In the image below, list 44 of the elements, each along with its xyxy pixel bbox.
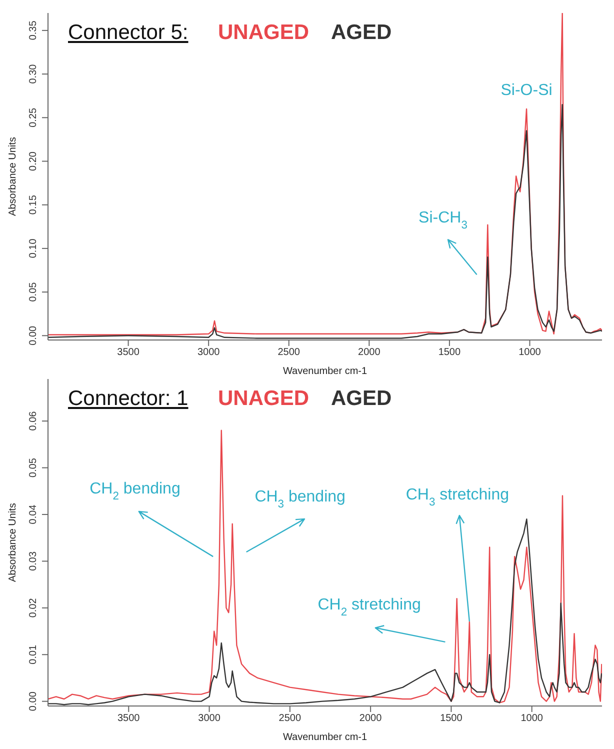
y-tick-label: 0.35: [28, 20, 39, 40]
text: AGED: [331, 21, 392, 45]
line-series: [48, 430, 602, 704]
x-tick-label: 3500: [118, 713, 140, 724]
y-tick-label: 0.10: [28, 238, 39, 258]
chart-title: Connector: 1: [68, 387, 188, 411]
y-tick-label: 0.00: [28, 325, 39, 346]
y-tick-label: 0.20: [28, 151, 39, 171]
x-tick-label: 1000: [520, 713, 544, 724]
annotation: Si-CH$_{3}$: [418, 209, 468, 232]
x-tick-label: 3000: [197, 347, 220, 358]
x-tick-label: 2000: [359, 713, 382, 724]
x-tick-label: 3000: [198, 713, 221, 724]
y-tick-label: 0.04: [28, 504, 39, 524]
x-axis-title: Wavenumber cm-1: [282, 732, 368, 743]
x-tick-label: 1000: [518, 347, 542, 358]
annotation: CH$_{3}$ stretching: [406, 486, 510, 508]
y-axis-title: Absorbance Units: [8, 137, 19, 216]
y-tick-label: 0.03: [28, 551, 39, 571]
x-axis-title: Wavenumber cm-1: [282, 366, 368, 377]
annotation: CH$_{2}$ bending: [90, 480, 180, 502]
series-label: UNAGED: [218, 387, 310, 411]
y-axis-title: Absorbance Units: [8, 503, 19, 582]
annotation: Si-O-Si: [500, 82, 552, 99]
x-tick-label: 2500: [278, 347, 300, 358]
y-tick-label: 0.25: [28, 107, 39, 128]
y-tick-label: 0.06: [28, 410, 39, 431]
y-tick-label: 0.15: [28, 194, 39, 215]
x-tick-label: 1500: [438, 347, 462, 358]
x-tick-label: 1500: [440, 713, 463, 724]
y-tick-label: 0.05: [28, 282, 39, 302]
y-tick-label: 0.00: [28, 691, 39, 712]
annotation: CH$_{2}$ stretching: [318, 596, 421, 619]
y-tick-label: 0.02: [28, 598, 39, 618]
y-tick-label: 0.30: [28, 64, 39, 84]
x-tick-label: 2000: [358, 347, 381, 358]
chart-title: Connector 5:: [68, 21, 188, 45]
x-tick-label: 3500: [117, 347, 140, 358]
text: AGED: [331, 387, 392, 411]
x-tick-label: 2500: [278, 713, 302, 724]
y-tick-label: 0.01: [28, 644, 39, 664]
annotation: CH$_{3}$ bending: [254, 488, 346, 511]
y-tick-label: 0.05: [28, 458, 39, 478]
text: UNAGED: [218, 21, 310, 45]
